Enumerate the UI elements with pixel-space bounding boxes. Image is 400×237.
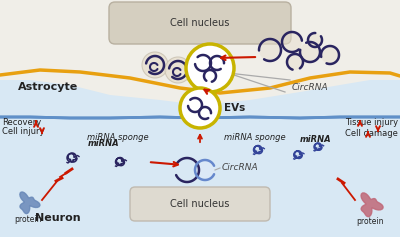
Text: miRNA: miRNA [300,136,332,145]
Text: Cell nucleus: Cell nucleus [170,199,230,209]
Polygon shape [20,192,40,214]
Text: Astrocyte: Astrocyte [18,82,78,92]
Text: Cell damage: Cell damage [345,128,398,137]
Text: Tissue injury: Tissue injury [345,118,398,127]
Circle shape [308,33,322,47]
Text: miRNA: miRNA [88,138,120,147]
Text: protein: protein [14,215,42,224]
FancyBboxPatch shape [130,187,270,221]
Text: Recovery: Recovery [2,118,41,127]
Circle shape [142,52,168,78]
Text: CircRNA: CircRNA [222,164,259,173]
Text: CircRNA: CircRNA [292,82,329,91]
Circle shape [259,39,281,61]
Text: Neuron: Neuron [35,213,81,223]
Circle shape [287,54,303,70]
FancyBboxPatch shape [109,2,291,44]
Circle shape [282,32,302,52]
Polygon shape [361,193,383,217]
Text: miRNA sponge: miRNA sponge [87,132,149,141]
Text: EVs: EVs [224,103,245,113]
Polygon shape [0,80,400,237]
Circle shape [180,88,220,128]
Text: miRNA sponge: miRNA sponge [224,132,286,141]
Text: Cell nucleus: Cell nucleus [170,18,230,28]
Circle shape [300,42,320,62]
Text: Cell injury: Cell injury [2,128,44,137]
Circle shape [165,57,191,83]
Polygon shape [0,117,400,237]
Circle shape [321,46,339,64]
Circle shape [195,160,215,180]
Circle shape [186,44,234,92]
Text: protein: protein [356,217,384,226]
